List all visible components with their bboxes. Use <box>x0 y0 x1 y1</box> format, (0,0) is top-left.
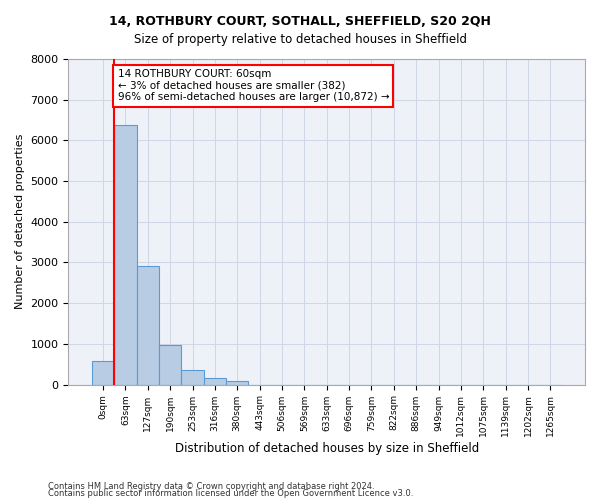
Text: Size of property relative to detached houses in Sheffield: Size of property relative to detached ho… <box>133 32 467 46</box>
Text: 14, ROTHBURY COURT, SOTHALL, SHEFFIELD, S20 2QH: 14, ROTHBURY COURT, SOTHALL, SHEFFIELD, … <box>109 15 491 28</box>
X-axis label: Distribution of detached houses by size in Sheffield: Distribution of detached houses by size … <box>175 442 479 455</box>
Bar <box>181 370 204 384</box>
Text: Contains public sector information licensed under the Open Government Licence v3: Contains public sector information licen… <box>48 490 413 498</box>
Bar <box>137 266 159 384</box>
Bar <box>92 362 114 384</box>
Bar <box>204 378 226 384</box>
Bar <box>226 381 248 384</box>
Bar <box>159 344 181 385</box>
Bar <box>114 124 137 384</box>
Text: Contains HM Land Registry data © Crown copyright and database right 2024.: Contains HM Land Registry data © Crown c… <box>48 482 374 491</box>
Y-axis label: Number of detached properties: Number of detached properties <box>15 134 25 310</box>
Text: 14 ROTHBURY COURT: 60sqm
← 3% of detached houses are smaller (382)
96% of semi-d: 14 ROTHBURY COURT: 60sqm ← 3% of detache… <box>118 69 389 102</box>
